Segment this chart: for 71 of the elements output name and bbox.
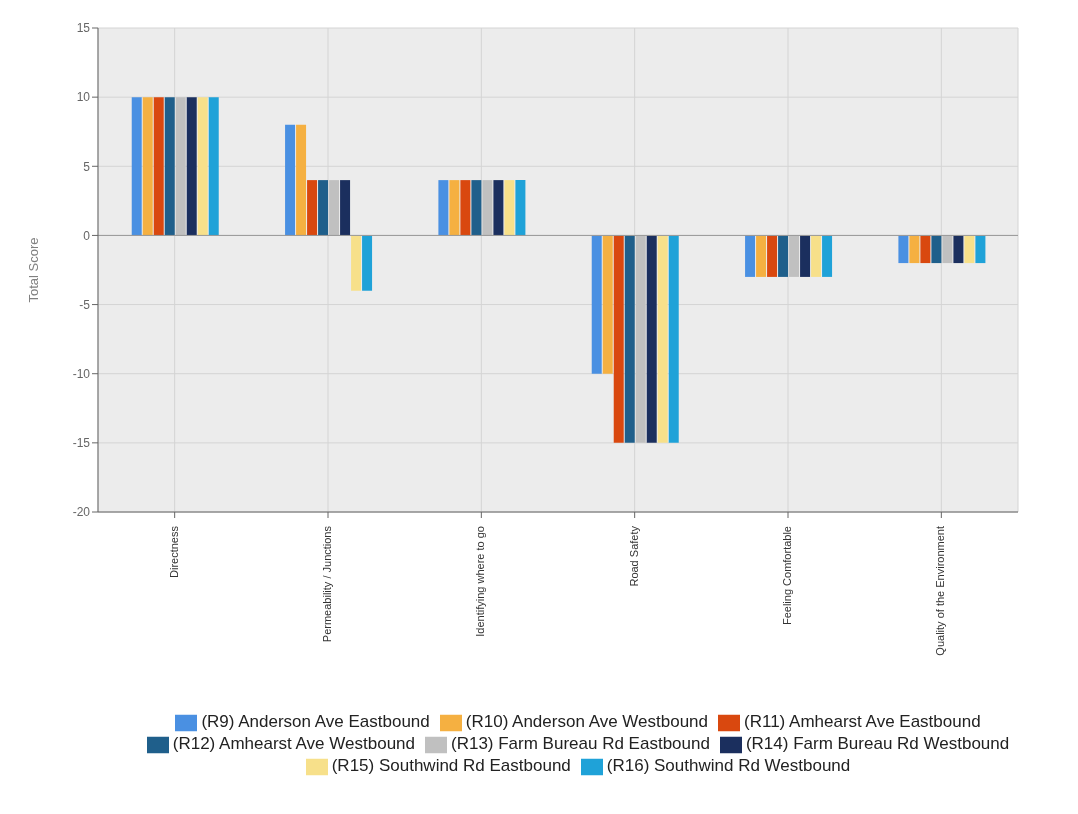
bar — [767, 235, 778, 277]
bar — [975, 235, 986, 264]
bar — [789, 235, 800, 277]
legend-label: (R14) Farm Bureau Rd Westbound — [745, 734, 1010, 754]
bar — [778, 235, 789, 277]
bar — [449, 180, 460, 236]
bar — [318, 180, 329, 236]
bar — [646, 235, 657, 443]
bar — [362, 235, 373, 291]
bar — [296, 124, 307, 236]
bar — [164, 97, 175, 236]
bar — [964, 235, 975, 264]
bar — [953, 235, 964, 264]
bar — [153, 97, 164, 236]
bar — [307, 180, 318, 236]
bar — [756, 235, 767, 277]
legend-label: (R9) Anderson Ave Eastbound — [201, 712, 430, 732]
bar — [745, 235, 756, 277]
legend-label: (R15) Southwind Rd Eastbound — [331, 756, 571, 776]
legend-label: (R13) Farm Bureau Rd Eastbound — [451, 734, 710, 754]
bar — [493, 180, 504, 236]
legend-label: (R16) Southwind Rd Westbound — [606, 756, 851, 776]
bar — [635, 235, 646, 443]
legend-label: (R10) Anderson Ave Westbound — [465, 712, 709, 732]
bar — [175, 97, 186, 236]
bar — [920, 235, 931, 264]
bar — [504, 180, 515, 236]
x-tick-label: Identifying where to go — [474, 526, 487, 637]
bar — [340, 180, 351, 236]
bar — [898, 235, 909, 264]
bar — [142, 97, 153, 236]
bar — [811, 235, 822, 277]
bar — [822, 235, 833, 277]
bar — [329, 180, 340, 236]
bar — [657, 235, 668, 443]
y-tick-label: 5 — [83, 159, 91, 174]
bar — [613, 235, 624, 443]
bar — [515, 180, 526, 236]
bar — [602, 235, 613, 374]
bar — [800, 235, 811, 277]
bar — [208, 97, 219, 236]
bar — [438, 180, 449, 236]
y-tick-label: 15 — [76, 21, 91, 36]
bar — [931, 235, 942, 264]
legend-label: (R11) Amhearst Ave Eastbound — [744, 712, 981, 732]
bar — [591, 235, 602, 374]
y-tick-label: -15 — [72, 436, 91, 451]
y-tick-label: -5 — [79, 297, 91, 312]
x-tick-label: Road Safety — [627, 525, 640, 587]
bar — [351, 235, 362, 291]
bar — [131, 97, 142, 236]
bar — [460, 180, 471, 236]
x-tick-label: Directness — [167, 525, 180, 578]
bar — [186, 97, 197, 236]
x-tick-label: Quality of the Environment — [934, 526, 947, 656]
bar — [624, 235, 635, 443]
bar — [942, 235, 953, 264]
y-tick-label: 0 — [83, 228, 91, 243]
x-tick-label: Permeability / Junctions — [320, 525, 333, 643]
bar — [668, 235, 679, 443]
y-axis-title: Total Score — [25, 237, 41, 303]
bar — [482, 180, 493, 236]
bar — [909, 235, 920, 264]
y-tick-label: -10 — [72, 366, 91, 381]
bar — [471, 180, 482, 236]
y-tick-label: -20 — [72, 505, 91, 520]
legend-label: (R12) Amhearst Ave Westbound — [172, 734, 415, 754]
x-tick-label: Feeling Comfortable — [780, 526, 793, 626]
y-tick-label: 10 — [76, 90, 91, 105]
bar — [285, 124, 296, 236]
bar — [197, 97, 208, 236]
